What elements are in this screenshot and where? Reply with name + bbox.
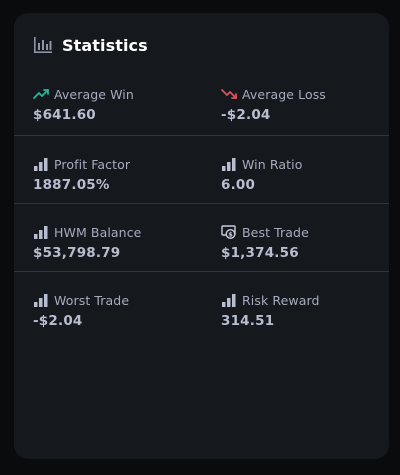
stat-label: Average Win [54, 86, 134, 102]
stat-value: $641.60 [33, 107, 96, 123]
stats-row: Average Win $641.60 Average Loss -$2.04 [14, 85, 389, 134]
bar-chart-icon [34, 37, 52, 53]
stat-value: 314.51 [221, 313, 275, 329]
stat-profit-factor: Profit Factor 1887.05% [33, 155, 131, 194]
stat-average-loss: Average Loss -$2.04 [221, 85, 326, 124]
stat-value: $53,798.79 [33, 245, 121, 261]
money-icon: $ [221, 225, 236, 239]
trend-down-icon [221, 89, 237, 99]
stat-average-win: Average Win $641.60 [33, 85, 134, 124]
stat-value: 1887.05% [33, 177, 110, 193]
signal-bars-icon [34, 158, 48, 171]
stat-value: $1,374.56 [221, 245, 299, 261]
signal-bars-icon [34, 226, 48, 239]
stat-best-trade: $ Best Trade $1,374.56 [221, 223, 309, 262]
card-title: Statistics [62, 35, 148, 55]
stat-risk-reward: Risk Reward 314.51 [221, 291, 320, 330]
stat-worst-trade: Worst Trade -$2.04 [33, 291, 130, 330]
stat-value: -$2.04 [221, 107, 271, 123]
stat-label: HWM Balance [54, 224, 142, 240]
stat-value: -$2.04 [33, 313, 83, 329]
stat-label: Best Trade [242, 224, 309, 240]
stats-row: Worst Trade -$2.04 Risk Reward 314.51 [14, 271, 389, 340]
signal-bars-icon [222, 158, 236, 171]
statistics-card: Statistics Average Win $641.60 Average L… [14, 13, 389, 459]
signal-bars-icon [222, 294, 236, 307]
stat-label: Risk Reward [242, 292, 320, 308]
signal-bars-icon [34, 294, 48, 307]
stat-win-ratio: Win Ratio 6.00 [221, 155, 303, 194]
stat-value: 6.00 [221, 177, 256, 193]
stat-label: Win Ratio [242, 156, 303, 172]
stat-label: Profit Factor [54, 156, 131, 172]
card-header: Statistics [34, 35, 148, 55]
stat-hwm-balance: HWM Balance $53,798.79 [33, 223, 142, 262]
stat-label: Worst Trade [54, 292, 130, 308]
stat-label: Average Loss [242, 86, 326, 102]
stats-row: HWM Balance $53,798.79 $ Best Trade $1,3… [14, 203, 389, 272]
trend-up-icon [33, 89, 49, 99]
stats-row: Profit Factor 1887.05% Win Ratio 6.00 [14, 135, 389, 204]
svg-text:$: $ [228, 230, 233, 238]
